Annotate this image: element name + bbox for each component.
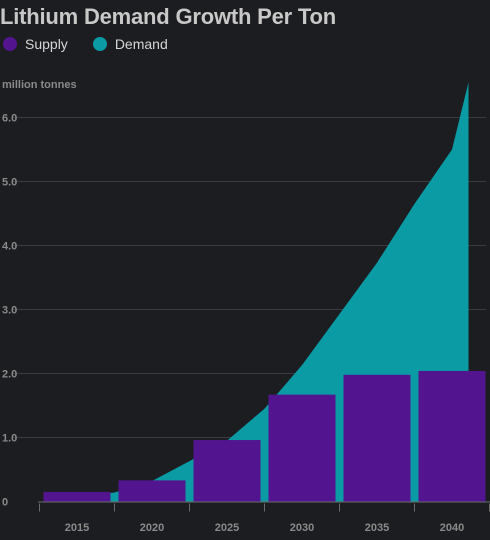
y-tick-label: 0	[2, 497, 8, 509]
supply-bar	[43, 491, 111, 502]
chart-title: Lithium Demand Growth Per Ton	[0, 4, 337, 29]
legend-label-demand: Demand	[114, 36, 168, 52]
legend-item-demand[interactable]: Demand	[92, 36, 168, 52]
legend-label-supply: Supply	[25, 36, 68, 52]
supply-bar	[418, 370, 486, 502]
y-tick-label: 2.0	[2, 369, 17, 381]
y-tick-label: 3.0	[2, 305, 17, 317]
y-tick-label: 1.0	[2, 433, 17, 445]
x-tick-label: 2035	[365, 522, 389, 534]
supply-swatch	[3, 37, 17, 51]
x-tick-label: 2020	[140, 522, 164, 534]
y-axis-label: million tonnes	[2, 79, 77, 91]
supply-bar	[193, 440, 261, 502]
legend-item-supply[interactable]: Supply	[3, 36, 68, 52]
demand-swatch	[92, 37, 107, 51]
supply-bar	[118, 480, 186, 502]
y-tick-label: 5.0	[2, 177, 17, 189]
x-tick-label: 2040	[440, 522, 464, 534]
x-tick-label: 2030	[290, 522, 314, 534]
x-tick-label: 2025	[215, 522, 239, 534]
legend: Supply Demand	[3, 36, 193, 52]
y-tick-label: 4.0	[2, 241, 17, 253]
supply-bar	[268, 394, 336, 502]
x-tick-label: 2015	[65, 522, 89, 534]
supply-bar	[343, 374, 411, 502]
y-tick-label: 6.0	[2, 113, 17, 125]
